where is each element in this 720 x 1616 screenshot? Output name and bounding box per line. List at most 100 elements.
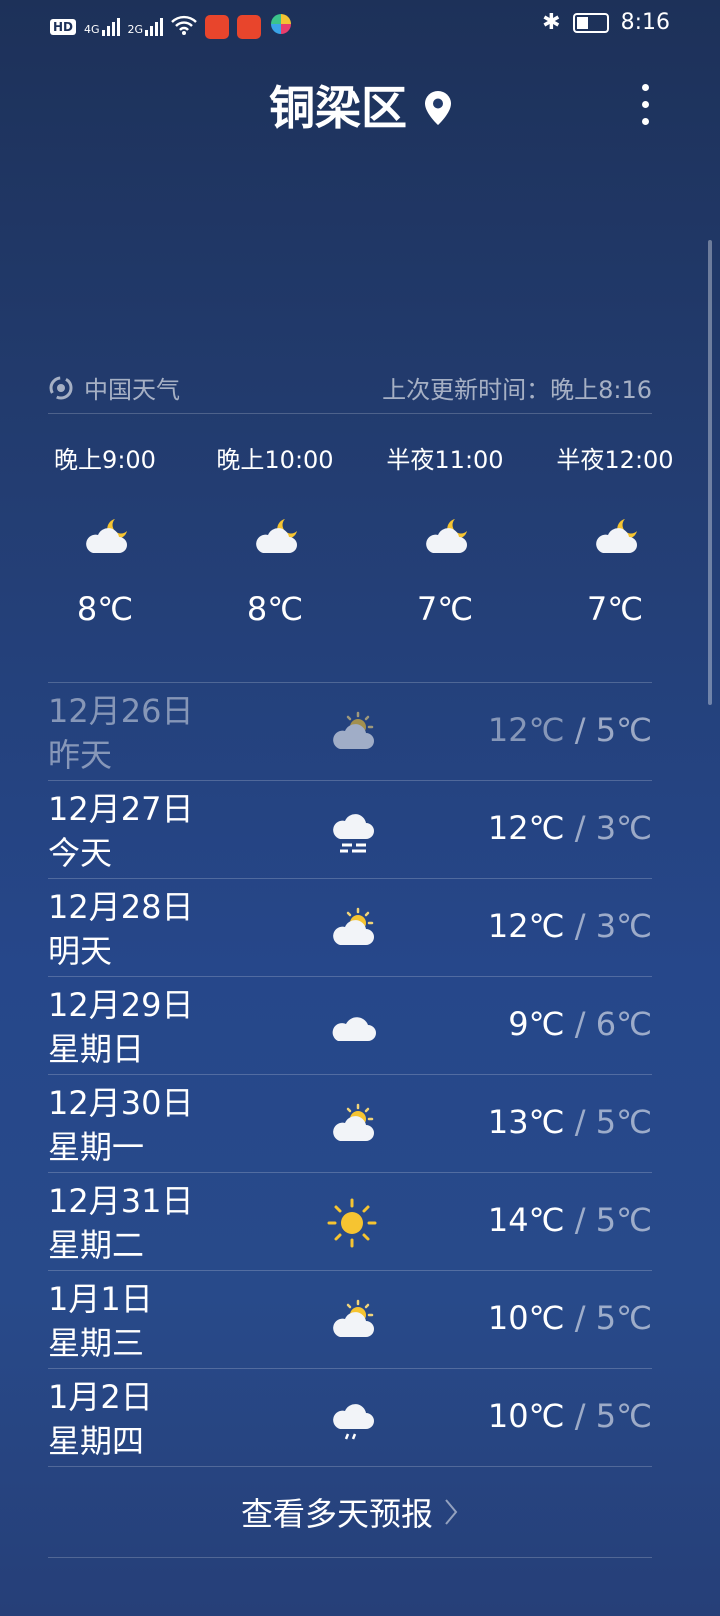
- rain-icon: [326, 1393, 378, 1445]
- temp-separator: /: [564, 1397, 596, 1435]
- day-label: 昨天: [48, 736, 113, 774]
- temp-separator: /: [564, 1201, 596, 1239]
- high-temp: 10℃: [487, 1397, 565, 1435]
- low-temp: 5℃: [595, 1103, 652, 1141]
- scrollbar[interactable]: [708, 240, 712, 705]
- view-more-label: 查看多天预报: [240, 1494, 433, 1533]
- daily-forecast: 12月26日 昨天 12℃ / 5℃ 12月27日 今天 12℃ / 3℃ 12月2…: [48, 682, 652, 1467]
- high-temp: 12℃: [487, 809, 565, 847]
- high-temp: 9℃: [508, 1005, 565, 1043]
- header: 铜梁区: [0, 72, 720, 144]
- temp-separator: /: [564, 711, 596, 749]
- low-temp: 6℃: [595, 1005, 652, 1043]
- last-updated: 上次更新时间：晚上8:16: [382, 376, 652, 404]
- fog-icon: [326, 805, 378, 857]
- wifi-icon: [171, 15, 197, 40]
- china-weather-logo-icon: [49, 376, 73, 399]
- cloud-icon: [326, 1001, 378, 1053]
- moon-cloud-icon: [190, 492, 360, 582]
- signal-4g-icon: 4G: [84, 18, 120, 36]
- day-row[interactable]: 1月2日星期四 10℃ / 5℃: [48, 1369, 652, 1467]
- low-temp: 5℃: [595, 1201, 652, 1239]
- day-row[interactable]: 1月1日星期三 10℃ / 5℃: [48, 1271, 652, 1369]
- sun-cloud-icon: [326, 903, 378, 955]
- more-options-button[interactable]: [642, 84, 650, 125]
- day-row[interactable]: 12月26日 昨天 12℃ / 5℃: [48, 683, 652, 781]
- bluetooth-icon: ✱: [542, 10, 561, 35]
- low-temp: 3℃: [595, 907, 652, 945]
- app-notification-icon: [237, 15, 262, 39]
- moon-cloud-icon: [360, 492, 530, 582]
- day-date: 12月28日: [48, 888, 194, 926]
- hourly-forecast: 晚上9:00 8℃ 晚上10:00 8℃ 半夜11:00 7℃ 半夜12:00 …: [20, 440, 700, 628]
- status-bar: HD 4G 2G ✱ 8:16: [0, 0, 720, 48]
- day-label: 今天: [48, 834, 113, 872]
- day-date: 12月31日: [48, 1182, 194, 1220]
- temp-separator: /: [564, 1005, 596, 1043]
- hour-time: 晚上9:00: [54, 446, 156, 474]
- hour-time: 半夜12:00: [556, 446, 674, 474]
- day-label: 星期二: [48, 1226, 145, 1264]
- hourly-item: 晚上9:00 8℃: [20, 440, 190, 628]
- day-label: 星期四: [48, 1422, 145, 1460]
- high-temp: 12℃: [487, 711, 565, 749]
- hourly-item: 晚上10:00 8℃: [190, 440, 360, 628]
- chevron-right-icon: [445, 1498, 458, 1525]
- city-title[interactable]: 铜梁区: [269, 72, 451, 144]
- signal-2g-icon: 2G: [128, 18, 164, 36]
- day-date: 12月27日: [48, 790, 194, 828]
- high-temp: 10℃: [487, 1299, 565, 1337]
- high-temp: 12℃: [487, 907, 565, 945]
- hour-time: 晚上10:00: [216, 446, 334, 474]
- hourly-item: 半夜12:00 7℃: [530, 440, 700, 628]
- temp-separator: /: [564, 809, 596, 847]
- high-temp: 14℃: [487, 1201, 565, 1239]
- hour-temp: 8℃: [246, 590, 304, 628]
- hour-temp: 7℃: [586, 590, 644, 628]
- day-row[interactable]: 12月30日 星期一 13℃ / 5℃: [48, 1075, 652, 1173]
- day-label: 星期日: [48, 1030, 145, 1068]
- low-temp: 5℃: [595, 1299, 652, 1337]
- source-name: 中国天气: [84, 376, 180, 404]
- day-row[interactable]: 12月28日 明天 12℃ / 3℃: [48, 879, 652, 977]
- low-temp: 5℃: [595, 711, 652, 749]
- location-pin-icon: [425, 91, 451, 125]
- day-date: 12月30日: [48, 1084, 194, 1122]
- clock: 8:16: [620, 10, 670, 35]
- low-temp: 5℃: [595, 1397, 652, 1435]
- network-type: 4G: [84, 23, 100, 36]
- day-label: 星期一: [48, 1128, 145, 1166]
- day-label: 星期三: [48, 1324, 145, 1362]
- sun-cloud-icon: [326, 1099, 378, 1151]
- hour-time: 半夜11:00: [386, 446, 504, 474]
- hour-temp: 7℃: [416, 590, 474, 628]
- day-row[interactable]: 12月27日 今天 12℃ / 3℃: [48, 781, 652, 879]
- temp-separator: /: [564, 1103, 596, 1141]
- sun-icon: [326, 1197, 378, 1249]
- hourly-item: 半夜11:00 7℃: [360, 440, 530, 628]
- day-row[interactable]: 12月29日 星期日 9℃ / 6℃: [48, 977, 652, 1075]
- data-source-row: 中国天气 上次更新时间：晚上8:16: [48, 362, 652, 414]
- battery-icon: [572, 12, 609, 33]
- network-type: 2G: [127, 23, 144, 36]
- hour-temp: 8℃: [76, 590, 134, 628]
- low-temp: 3℃: [595, 809, 652, 847]
- temp-separator: /: [564, 1299, 596, 1337]
- day-date: 1月2日: [48, 1378, 153, 1416]
- temp-separator: /: [564, 907, 596, 945]
- hd-icon: HD: [50, 19, 77, 35]
- day-row[interactable]: 12月31日 星期二 14℃ / 5℃: [48, 1173, 652, 1271]
- view-more-forecast-button[interactable]: 查看多天预报: [48, 1466, 652, 1558]
- app-notification-icon: [269, 12, 293, 42]
- moon-cloud-icon: [20, 492, 190, 582]
- day-label: 明天: [48, 932, 113, 970]
- city-name: 铜梁区: [269, 81, 407, 135]
- app-notification-icon: [205, 15, 230, 39]
- day-date: 12月26日: [48, 692, 194, 730]
- moon-cloud-icon: [530, 492, 700, 582]
- day-date: 12月29日: [48, 986, 194, 1024]
- high-temp: 13℃: [487, 1103, 565, 1141]
- day-date: 1月1日: [48, 1280, 153, 1318]
- sun-cloud-icon: [326, 1295, 378, 1347]
- sun-cloud-icon: [326, 707, 378, 759]
